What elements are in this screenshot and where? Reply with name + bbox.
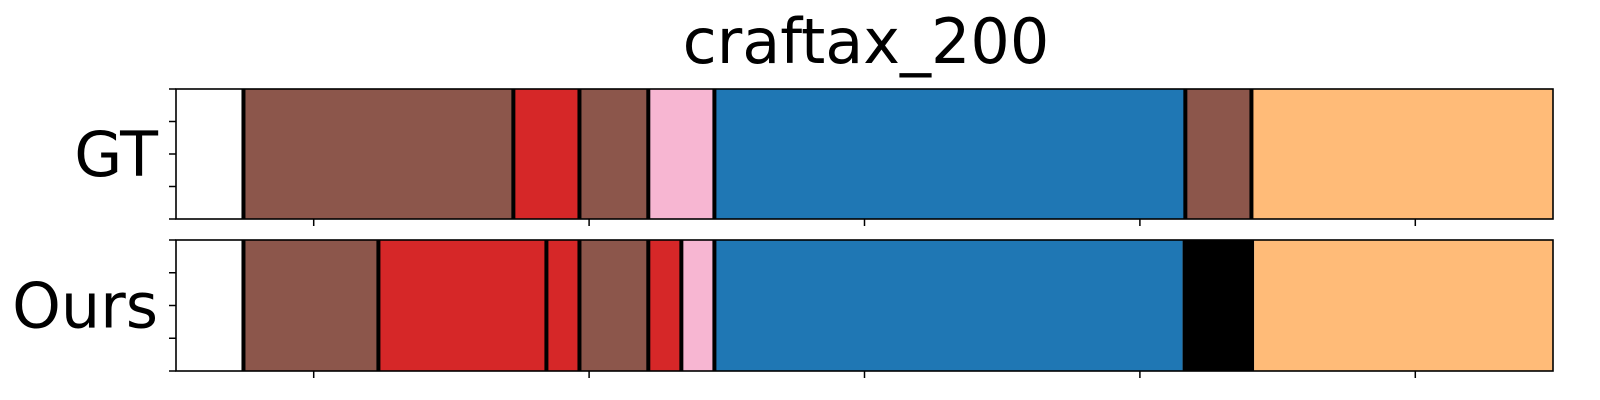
segment-bar: [648, 240, 682, 371]
segment-bar: [378, 240, 547, 371]
row-0: GT: [74, 88, 1554, 226]
segment-bar: [513, 89, 580, 219]
segment-bar: [579, 89, 649, 219]
segment-bar: [243, 89, 514, 219]
segment-bar: [579, 240, 649, 371]
segment-bar: [546, 240, 580, 371]
segment-bar: [1182, 240, 1255, 371]
row-label: Ours: [12, 270, 158, 343]
segment-bar: [648, 89, 715, 219]
chart-title: craftax_200: [683, 5, 1050, 78]
segment-bar: [714, 240, 1183, 371]
segment-bar: [243, 240, 379, 371]
segment-bar: [681, 240, 715, 371]
row-1: Ours: [12, 239, 1554, 378]
segment-bar: [1251, 89, 1553, 219]
row-segments: [241, 240, 1553, 371]
row-segments: [241, 89, 1553, 219]
row-label: GT: [74, 118, 159, 191]
rows-layer: GT Ours: [12, 88, 1554, 378]
segment-bar: [1185, 89, 1252, 219]
segment-bar: [1254, 240, 1553, 371]
segment-bar: [714, 89, 1186, 219]
